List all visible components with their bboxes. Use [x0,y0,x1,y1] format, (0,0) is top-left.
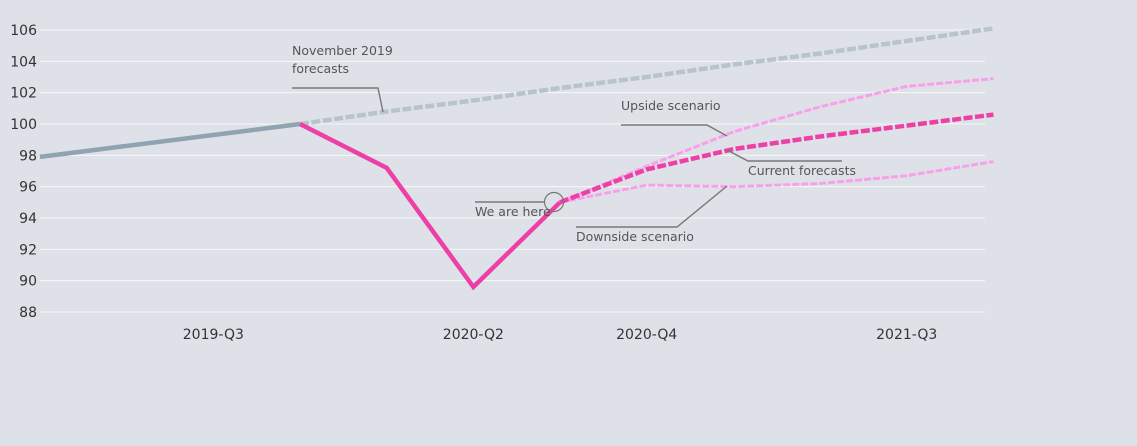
x-tick-label: 2020-Q4 [616,327,677,343]
y-tick-label: 102 [10,86,37,102]
annotation-november-forecasts: November 2019 [292,43,393,58]
y-tick-label: 94 [19,211,37,227]
y-tick-label: 100 [10,117,37,133]
leader-downside-scenario [576,185,728,228]
annotation-downside-scenario: Downside scenario [576,229,694,244]
we-are-here-marker [543,191,565,213]
y-tick-label: 92 [19,242,37,258]
y-tick-label: 104 [10,54,37,70]
y-tick-label: 88 [19,305,37,321]
annotation-november-forecasts: forecasts [292,61,349,76]
series-line-actual [298,121,562,291]
series-line-upside [559,77,994,204]
y-tick-label: 90 [19,274,37,290]
series-line-history [39,121,301,160]
y-tick-label: 96 [19,180,37,196]
y-axis: 88 90 92 94 96 98 100 102 104 106 [10,23,37,321]
series-line-downside [559,160,994,204]
leader-current-forecasts [726,149,842,162]
x-tick-label: 2020-Q2 [443,327,504,343]
series-line-current [559,112,994,205]
y-tick-label: 98 [19,148,37,164]
x-axis: 2019-Q3 2020-Q2 2020-Q4 2021-Q3 [183,327,937,343]
leader-november-forecasts [292,87,384,113]
series-line-november [299,26,994,127]
annotation-we-are-here: We are here [475,204,551,219]
annotation-upside-scenario: Upside scenario [621,98,721,113]
y-tick-label: 106 [10,23,37,39]
x-tick-label: 2021-Q3 [876,327,937,343]
leader-upside-scenario [621,124,728,137]
series-group [39,26,994,291]
annotation-current-forecasts: Current forecasts [748,163,856,178]
x-tick-label: 2019-Q3 [183,327,244,343]
gridlines [40,29,985,313]
annotations: November 2019 forecasts Upside scenario Cur… [292,43,856,244]
